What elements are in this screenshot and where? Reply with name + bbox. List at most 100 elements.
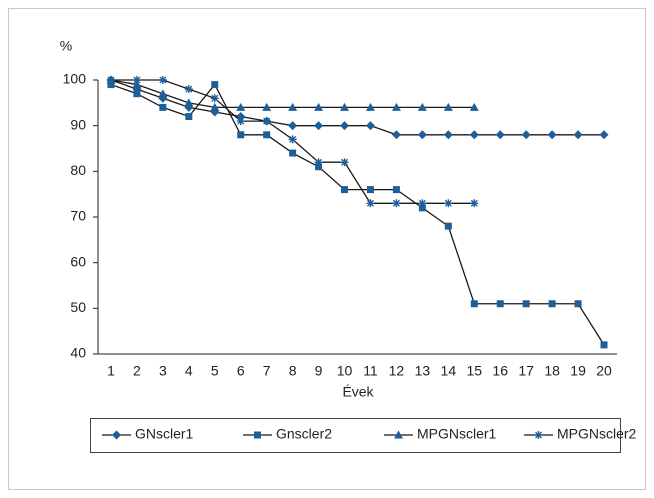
y-tick-label: 50 — [70, 299, 86, 315]
marker — [132, 76, 141, 84]
marker — [366, 199, 375, 208]
marker — [365, 121, 375, 131]
x-tick-label: 16 — [492, 363, 508, 379]
marker — [132, 80, 142, 89]
y-tick-label: 40 — [70, 345, 86, 361]
marker — [211, 81, 219, 89]
marker — [418, 199, 427, 208]
y-tick-label: 60 — [70, 253, 86, 269]
marker — [236, 102, 246, 111]
series-line — [110, 83, 605, 346]
x-tick-label: 4 — [185, 363, 193, 379]
marker — [392, 199, 401, 208]
marker — [521, 130, 531, 140]
x-tick-label: 11 — [363, 363, 378, 379]
marker — [237, 131, 245, 139]
y-tick-label: 70 — [70, 208, 86, 224]
legend-label: MPGNscler1 — [417, 426, 497, 442]
marker — [106, 76, 115, 84]
legend-label: Gnscler2 — [276, 426, 332, 442]
marker — [547, 130, 557, 140]
legend-label: MPGNscler2 — [557, 426, 637, 442]
marker — [366, 186, 374, 194]
marker — [159, 103, 167, 111]
legend-box — [90, 418, 621, 453]
marker — [288, 102, 298, 111]
marker — [391, 130, 401, 140]
marker — [470, 300, 478, 308]
marker — [443, 102, 453, 111]
x-tick-label: 12 — [389, 363, 405, 379]
x-tick-label: 1 — [107, 363, 115, 379]
marker — [314, 158, 323, 167]
marker — [469, 130, 479, 140]
y-tick-label: 90 — [70, 116, 86, 132]
x-tick-label: 3 — [159, 363, 167, 379]
marker — [340, 102, 350, 111]
x-tick-label: 17 — [518, 363, 534, 379]
marker — [443, 130, 453, 140]
marker — [394, 430, 403, 439]
x-tick-label: 18 — [544, 363, 560, 379]
x-tick-label: 13 — [415, 363, 431, 379]
marker — [496, 300, 504, 308]
marker — [417, 130, 427, 140]
x-tick-label: 8 — [289, 363, 297, 379]
marker — [133, 90, 141, 98]
x-tick-label: 10 — [337, 363, 353, 379]
marker — [314, 121, 324, 131]
marker — [599, 130, 609, 140]
marker — [444, 222, 452, 230]
x-tick-label: 19 — [570, 363, 586, 379]
marker — [236, 117, 245, 126]
marker — [315, 163, 323, 171]
frame — [8, 8, 646, 490]
x-tick-label: 5 — [211, 363, 219, 379]
marker — [263, 131, 271, 139]
marker — [112, 430, 121, 440]
x-tick-label: 6 — [237, 363, 245, 379]
marker — [262, 102, 272, 111]
marker — [210, 102, 220, 111]
marker — [470, 199, 479, 208]
y-tick-label: 100 — [63, 71, 87, 87]
marker — [184, 85, 193, 94]
marker — [262, 117, 271, 126]
marker — [185, 113, 193, 121]
x-tick-label: 9 — [315, 363, 323, 379]
marker — [184, 98, 194, 107]
x-tick-label: 15 — [466, 363, 482, 379]
marker — [418, 204, 426, 212]
y-tick-label: 80 — [70, 162, 86, 178]
marker — [289, 149, 297, 157]
marker — [340, 158, 349, 167]
marker — [107, 81, 115, 89]
x-tick-label: 7 — [263, 363, 271, 379]
marker — [522, 300, 530, 308]
marker — [341, 186, 349, 194]
marker — [158, 76, 167, 84]
marker — [573, 130, 583, 140]
marker — [534, 431, 543, 439]
marker — [444, 199, 453, 208]
x-tick-label: 2 — [133, 363, 141, 379]
marker — [392, 186, 400, 194]
marker — [417, 102, 427, 111]
legend-label: GNscler1 — [135, 426, 194, 442]
marker — [600, 341, 608, 349]
marker — [365, 102, 375, 111]
x-axis-label: Évek — [342, 384, 374, 400]
marker — [158, 89, 168, 98]
marker — [288, 135, 297, 144]
marker — [548, 300, 556, 308]
marker — [391, 102, 401, 111]
y-unit-label: % — [60, 38, 72, 54]
marker — [469, 102, 479, 111]
marker — [314, 102, 324, 111]
marker — [210, 94, 219, 103]
marker — [495, 130, 505, 140]
marker — [288, 121, 298, 131]
marker — [254, 431, 261, 439]
x-tick-label: 14 — [441, 363, 457, 379]
